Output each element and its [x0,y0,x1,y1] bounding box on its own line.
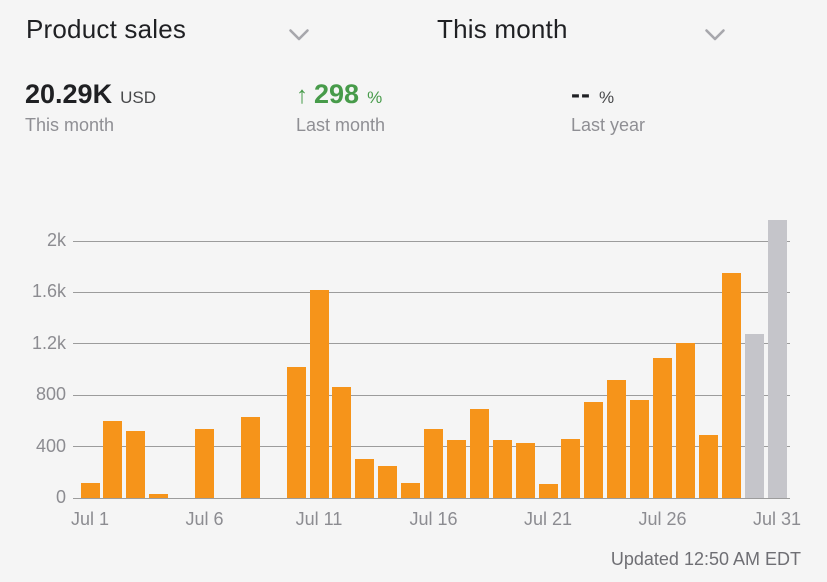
stat-vs-last-month: ↑ 298 % Last month [296,79,385,136]
y-axis-label: 400 [35,435,66,456]
bar-jul-6[interactable] [195,428,214,498]
bar-jul-3[interactable] [126,431,146,498]
y-axis-label: 1.2k [31,332,66,353]
stat-caption: This month [25,115,115,135]
bar-jul-19[interactable] [492,440,512,498]
bar-jul-4[interactable] [149,494,169,498]
x-axis-label-jul-11: Jul 11 [295,509,343,529]
x-axis-label-jul-6: Jul 6 [185,509,224,529]
arrow-up-icon: ↑ [296,82,308,109]
bar-jul-11[interactable] [309,289,329,498]
bar-jul-24[interactable] [607,379,627,498]
stat-value: -- [571,79,591,109]
x-axis-label-jul-26: Jul 26 [638,509,687,529]
bar-jul-21[interactable] [538,483,558,498]
bar-jul-8[interactable] [240,417,260,498]
chevron-down-icon [704,28,726,47]
bar-jul-17[interactable] [446,440,466,498]
y-axis-label: 0 [55,487,66,507]
bar-jul-16[interactable] [424,428,443,498]
bar-jul-14[interactable] [378,465,398,498]
stat-this-month: 20.29K USD This month [25,79,156,136]
metric-picker-label: Product sales [26,14,187,44]
y-axis-label: 1.6k [31,281,66,302]
stat-caption: Last month [296,115,386,135]
bar-jul-2[interactable] [103,420,123,498]
period-picker-label: This month [437,14,568,44]
stat-unit: USD [120,88,156,107]
stat-unit: % [598,88,615,107]
chevron-down-icon [288,28,310,47]
period-picker[interactable]: This month [437,14,725,45]
gridline-1.6k [73,291,790,293]
bar-jul-12[interactable] [332,387,352,498]
bar-jul-30[interactable] [744,333,764,498]
bar-jul-13[interactable] [355,459,375,498]
bar-jul-29[interactable] [721,273,741,498]
bar-jul-1[interactable] [80,482,100,498]
bar-jul-23[interactable] [584,401,604,498]
stat-unit: % [367,88,383,107]
stat-value: 20.29K [25,79,113,109]
x-axis-label-jul-21: Jul 21 [523,509,573,529]
bar-jul-31[interactable] [767,220,787,498]
bar-jul-10[interactable] [286,366,306,498]
stat-vs-last-year: -- % Last year [571,79,645,136]
y-axis-label: 800 [35,384,66,405]
bar-jul-18[interactable] [469,409,489,498]
metric-picker[interactable]: Product sales [26,14,309,45]
y-axis-label: 2k [46,230,66,250]
bar-jul-20[interactable] [515,442,535,498]
stat-caption: Last year [571,115,646,135]
bar-jul-26[interactable] [653,357,672,498]
gridline-2k [73,240,790,242]
x-axis-label-jul-31: Jul 31 [752,509,802,529]
updated-timestamp: Updated 12:50 AM EDT [610,549,801,569]
bar-jul-27[interactable] [675,342,695,498]
bar-jul-15[interactable] [401,482,421,498]
x-axis-label-jul-1: Jul 1 [70,509,110,529]
bar-jul-22[interactable] [561,438,581,498]
bar-jul-25[interactable] [630,400,650,498]
bar-jul-28[interactable] [698,435,718,498]
x-axis-label-jul-16: Jul 16 [409,509,458,529]
stat-value: 298 [314,79,360,109]
